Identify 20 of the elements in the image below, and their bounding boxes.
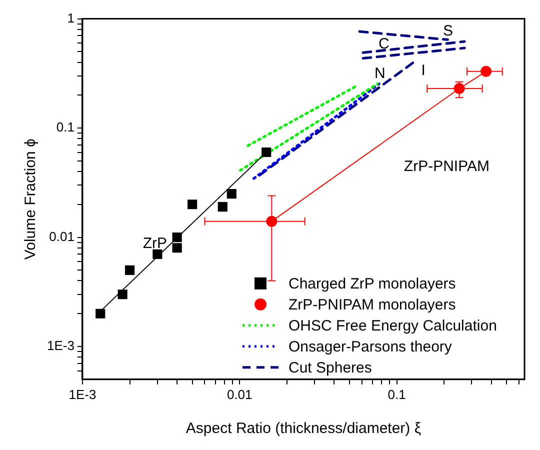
- x-tick-label: 0.01: [226, 386, 252, 402]
- annotation: I: [421, 62, 426, 79]
- annotation: ZrP-PNIPAM: [404, 158, 490, 175]
- y-tick-label: 0.01: [49, 228, 74, 244]
- legend-label: Cut Spheres: [288, 360, 372, 377]
- y-tick-label: 1: [67, 10, 74, 26]
- y-tick-label: 0.1: [56, 120, 74, 135]
- legend-label: OHSC Free Energy Calculation: [288, 318, 497, 335]
- annotation: C: [378, 36, 390, 53]
- x-axis-title: Aspect Ratio (thickness/diameter) ξ: [186, 420, 422, 438]
- annotation: S: [443, 22, 454, 40]
- legend-label: Charged ZrP monolayers: [288, 276, 456, 293]
- legend-label: Onsager-Parsons theory: [288, 338, 452, 356]
- x-tick-label: 0.1: [388, 386, 406, 402]
- legend-label: ZrP-PNIPAM monolayers: [288, 296, 456, 314]
- x-tick-label: 1E-3: [68, 386, 96, 402]
- y-axis-title: Volume Fraction ϕ: [22, 138, 40, 260]
- annotation: ZrP: [142, 234, 168, 252]
- annotation: N: [374, 64, 386, 82]
- y-tick-label: 1E-3: [46, 338, 74, 354]
